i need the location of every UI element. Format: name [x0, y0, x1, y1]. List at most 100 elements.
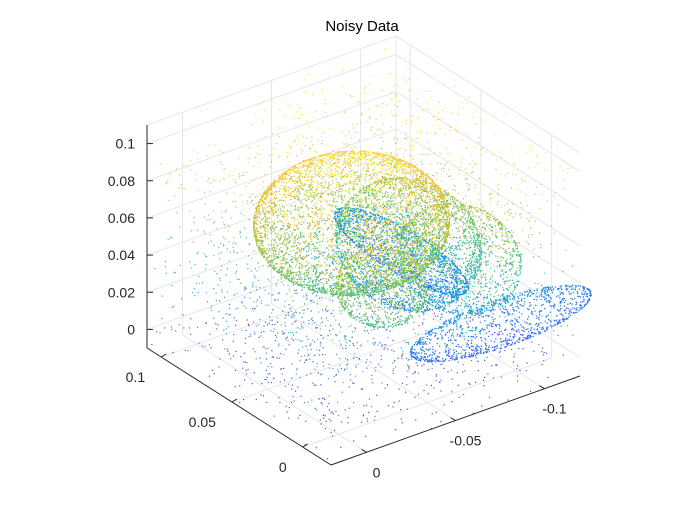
- data-point: [417, 204, 420, 207]
- data-point: [373, 169, 375, 171]
- data-point: [440, 211, 442, 213]
- data-point: [407, 278, 410, 280]
- data-point: [389, 207, 391, 209]
- data-point: [390, 126, 392, 128]
- data-point: [399, 158, 401, 160]
- data-point: [360, 175, 362, 177]
- data-point: [462, 107, 464, 109]
- data-point: [454, 265, 456, 267]
- data-point: [466, 248, 468, 250]
- data-point: [444, 293, 447, 295]
- data-point: [354, 227, 356, 230]
- data-point: [424, 206, 426, 209]
- data-point: [440, 226, 442, 229]
- data-point: [357, 297, 359, 299]
- data-point: [509, 268, 511, 271]
- data-point: [396, 161, 398, 163]
- data-point: [418, 251, 420, 253]
- data-point: [293, 196, 295, 198]
- data-point: [409, 290, 411, 292]
- data-point: [483, 252, 485, 254]
- data-point: [356, 219, 358, 221]
- data-point: [443, 190, 445, 192]
- data-point: [511, 304, 513, 306]
- data-point: [338, 228, 340, 230]
- data-point: [411, 105, 413, 107]
- data-point: [451, 300, 453, 302]
- data-point: [415, 191, 417, 193]
- data-point: [393, 189, 395, 191]
- data-point: [404, 306, 406, 308]
- data-point: [465, 292, 467, 294]
- data-point: [445, 191, 447, 194]
- data-point: [431, 230, 434, 233]
- data-point: [292, 258, 294, 260]
- data-point: [515, 174, 517, 176]
- data-point: [316, 303, 319, 305]
- data-point: [337, 251, 340, 253]
- data-point: [358, 139, 360, 141]
- data-point: [339, 188, 341, 191]
- data-point: [540, 310, 543, 312]
- data-point: [407, 178, 409, 180]
- data-point: [477, 233, 479, 236]
- data-point: [463, 262, 465, 264]
- data-point: [362, 237, 364, 239]
- data-point: [449, 215, 451, 217]
- data-point: [349, 226, 351, 228]
- data-point: [400, 181, 402, 183]
- data-point: [375, 189, 377, 191]
- data-point: [339, 228, 341, 230]
- data-point: [568, 291, 570, 293]
- data-point: [526, 362, 528, 364]
- data-point: [445, 262, 447, 264]
- data-point: [353, 344, 355, 346]
- data-point: [550, 326, 552, 328]
- data-point: [378, 180, 380, 183]
- data-point: [422, 190, 424, 193]
- data-point: [393, 186, 395, 188]
- data-point: [351, 189, 354, 191]
- data-point: [525, 328, 527, 331]
- data-point: [362, 214, 364, 216]
- data-point: [357, 217, 359, 220]
- data-point: [300, 182, 302, 184]
- data-point: [559, 322, 562, 324]
- data-point: [560, 308, 562, 310]
- data-point: [416, 227, 418, 229]
- data-point: [433, 208, 435, 210]
- data-point: [311, 293, 313, 295]
- data-point: [382, 224, 385, 227]
- chart-title: Noisy Data: [325, 18, 399, 35]
- data-point: [580, 301, 582, 303]
- data-point: [408, 217, 410, 219]
- data-point: [438, 232, 440, 234]
- data-point: [383, 282, 385, 284]
- data-point: [460, 282, 463, 284]
- data-point: [346, 212, 348, 214]
- data-point: [294, 209, 296, 211]
- data-point: [443, 201, 445, 203]
- data-point: [445, 148, 447, 150]
- data-point: [329, 204, 331, 206]
- data-point: [343, 226, 346, 228]
- data-point: [411, 250, 413, 253]
- data-point: [541, 288, 543, 290]
- data-point: [444, 205, 446, 208]
- data-point: [465, 285, 467, 287]
- data-point: [371, 190, 373, 192]
- data-point: [422, 322, 424, 324]
- data-point: [419, 300, 421, 303]
- data-point: [352, 222, 354, 224]
- data-point: [350, 244, 352, 247]
- data-point: [405, 257, 407, 260]
- data-point: [209, 333, 211, 335]
- data-point: [367, 167, 369, 169]
- data-point: [435, 119, 437, 121]
- data-point: [370, 307, 372, 309]
- data-point: [354, 215, 356, 218]
- data-point: [382, 177, 384, 179]
- data-point: [384, 205, 386, 207]
- data-point: [445, 256, 447, 258]
- data-point: [203, 230, 205, 232]
